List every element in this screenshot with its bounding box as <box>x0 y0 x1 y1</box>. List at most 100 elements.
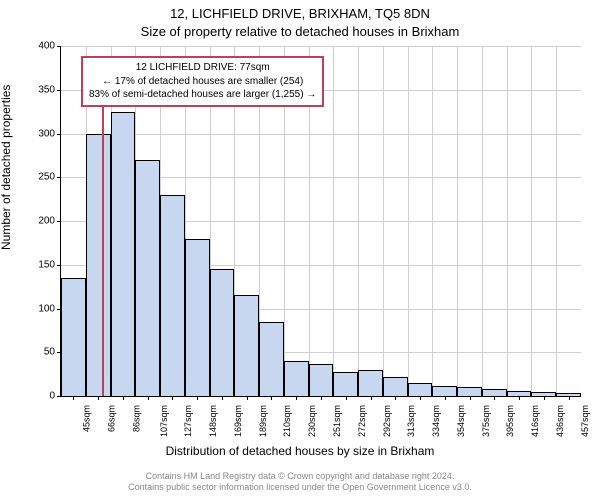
ytick-mark <box>57 221 61 222</box>
gridline-v <box>432 46 433 396</box>
xtick-label: 169sqm <box>233 405 243 437</box>
plot-area: 12 LICHFIELD DRIVE: 77sqm ← 17% of detac… <box>60 46 581 397</box>
property-info-box: 12 LICHFIELD DRIVE: 77sqm ← 17% of detac… <box>81 56 324 107</box>
xtick-label: 230sqm <box>307 405 317 437</box>
xtick-label: 457sqm <box>580 405 590 437</box>
gridline-v <box>358 46 359 396</box>
chart-container: { "header":{ "address":"12, LICHFIELD DR… <box>0 0 600 500</box>
xtick-mark <box>494 396 495 400</box>
footer-line1: Contains HM Land Registry data © Crown c… <box>0 471 600 483</box>
xtick-mark <box>420 396 421 400</box>
gridline-h <box>61 134 581 135</box>
ytick-label: 150 <box>38 259 55 270</box>
histogram-bar <box>457 387 482 396</box>
gridline-v <box>457 46 458 396</box>
ytick-label: 250 <box>38 172 55 183</box>
xtick-label: 127sqm <box>183 405 193 437</box>
ytick-label: 200 <box>38 216 55 227</box>
xtick-label: 436sqm <box>555 405 565 437</box>
ytick-label: 0 <box>49 391 55 402</box>
xtick-mark <box>247 396 248 400</box>
xtick-mark <box>569 396 570 400</box>
histogram-bar <box>556 393 581 396</box>
xtick-mark <box>346 396 347 400</box>
histogram-bar <box>86 134 111 397</box>
xtick-label: 148sqm <box>208 405 218 437</box>
histogram-bar <box>185 239 210 397</box>
xtick-label: 107sqm <box>159 405 169 437</box>
histogram-bar <box>284 361 309 396</box>
histogram-bar <box>210 269 235 396</box>
ytick-mark <box>57 396 61 397</box>
xtick-label: 251sqm <box>332 405 342 437</box>
xtick-mark <box>172 396 173 400</box>
xtick-mark <box>371 396 372 400</box>
ytick-mark <box>57 46 61 47</box>
x-axis-label: Distribution of detached houses by size … <box>0 444 600 458</box>
xtick-mark <box>519 396 520 400</box>
histogram-bar <box>309 364 334 396</box>
xtick-label: 272sqm <box>357 405 367 437</box>
gridline-v <box>482 46 483 396</box>
gridline-v <box>531 46 532 396</box>
attribution-footer: Contains HM Land Registry data © Crown c… <box>0 471 600 494</box>
ytick-mark <box>57 134 61 135</box>
chart-subtitle: Size of property relative to detached ho… <box>0 24 600 39</box>
xtick-label: 86sqm <box>131 405 141 432</box>
histogram-bar <box>482 389 507 396</box>
xtick-label: 395sqm <box>505 405 515 437</box>
histogram-bar <box>259 322 284 396</box>
xtick-mark <box>73 396 74 400</box>
xtick-mark <box>148 396 149 400</box>
xtick-mark <box>98 396 99 400</box>
xtick-mark <box>197 396 198 400</box>
ytick-label: 400 <box>38 41 55 52</box>
gridline-h <box>61 46 581 47</box>
ytick-mark <box>57 177 61 178</box>
property-marker-line <box>102 106 104 397</box>
xtick-mark <box>222 396 223 400</box>
xtick-label: 45sqm <box>82 405 92 432</box>
xtick-mark <box>123 396 124 400</box>
xtick-mark <box>321 396 322 400</box>
ytick-label: 100 <box>38 303 55 314</box>
xtick-mark <box>296 396 297 400</box>
xtick-label: 375sqm <box>481 405 491 437</box>
histogram-bar <box>135 160 160 396</box>
histogram-bar <box>61 278 86 396</box>
ytick-mark <box>57 265 61 266</box>
histogram-bar <box>507 391 532 396</box>
ytick-label: 300 <box>38 128 55 139</box>
xtick-label: 354sqm <box>456 405 466 437</box>
histogram-bar <box>234 295 259 396</box>
histogram-bar <box>111 112 136 396</box>
chart-title-address: 12, LICHFIELD DRIVE, BRIXHAM, TQ5 8DN <box>0 6 600 21</box>
xtick-mark <box>271 396 272 400</box>
xtick-mark <box>470 396 471 400</box>
xtick-label: 334sqm <box>431 405 441 437</box>
xtick-mark <box>395 396 396 400</box>
xtick-mark <box>445 396 446 400</box>
histogram-bar <box>333 372 358 397</box>
histogram-bar <box>432 386 457 397</box>
xtick-mark <box>544 396 545 400</box>
y-axis-label: Number of detached properties <box>0 85 13 250</box>
histogram-bar <box>358 370 383 396</box>
histogram-bar <box>408 383 433 396</box>
xtick-label: 66sqm <box>107 405 117 432</box>
gridline-v <box>408 46 409 396</box>
infobox-line-size: 12 LICHFIELD DRIVE: 77sqm <box>89 61 316 75</box>
xtick-label: 313sqm <box>406 405 416 437</box>
xtick-label: 210sqm <box>282 405 292 437</box>
infobox-line-larger: 83% of semi-detached houses are larger (… <box>89 88 316 102</box>
infobox-line-smaller: ← 17% of detached houses are smaller (25… <box>89 75 316 89</box>
gridline-v <box>383 46 384 396</box>
xtick-label: 416sqm <box>530 405 540 437</box>
histogram-bar <box>531 392 556 396</box>
ytick-label: 50 <box>44 347 55 358</box>
xtick-label: 292sqm <box>382 405 392 437</box>
histogram-bar <box>160 195 185 396</box>
footer-line2: Contains public sector information licen… <box>0 482 600 494</box>
ytick-label: 350 <box>38 84 55 95</box>
gridline-v <box>556 46 557 396</box>
